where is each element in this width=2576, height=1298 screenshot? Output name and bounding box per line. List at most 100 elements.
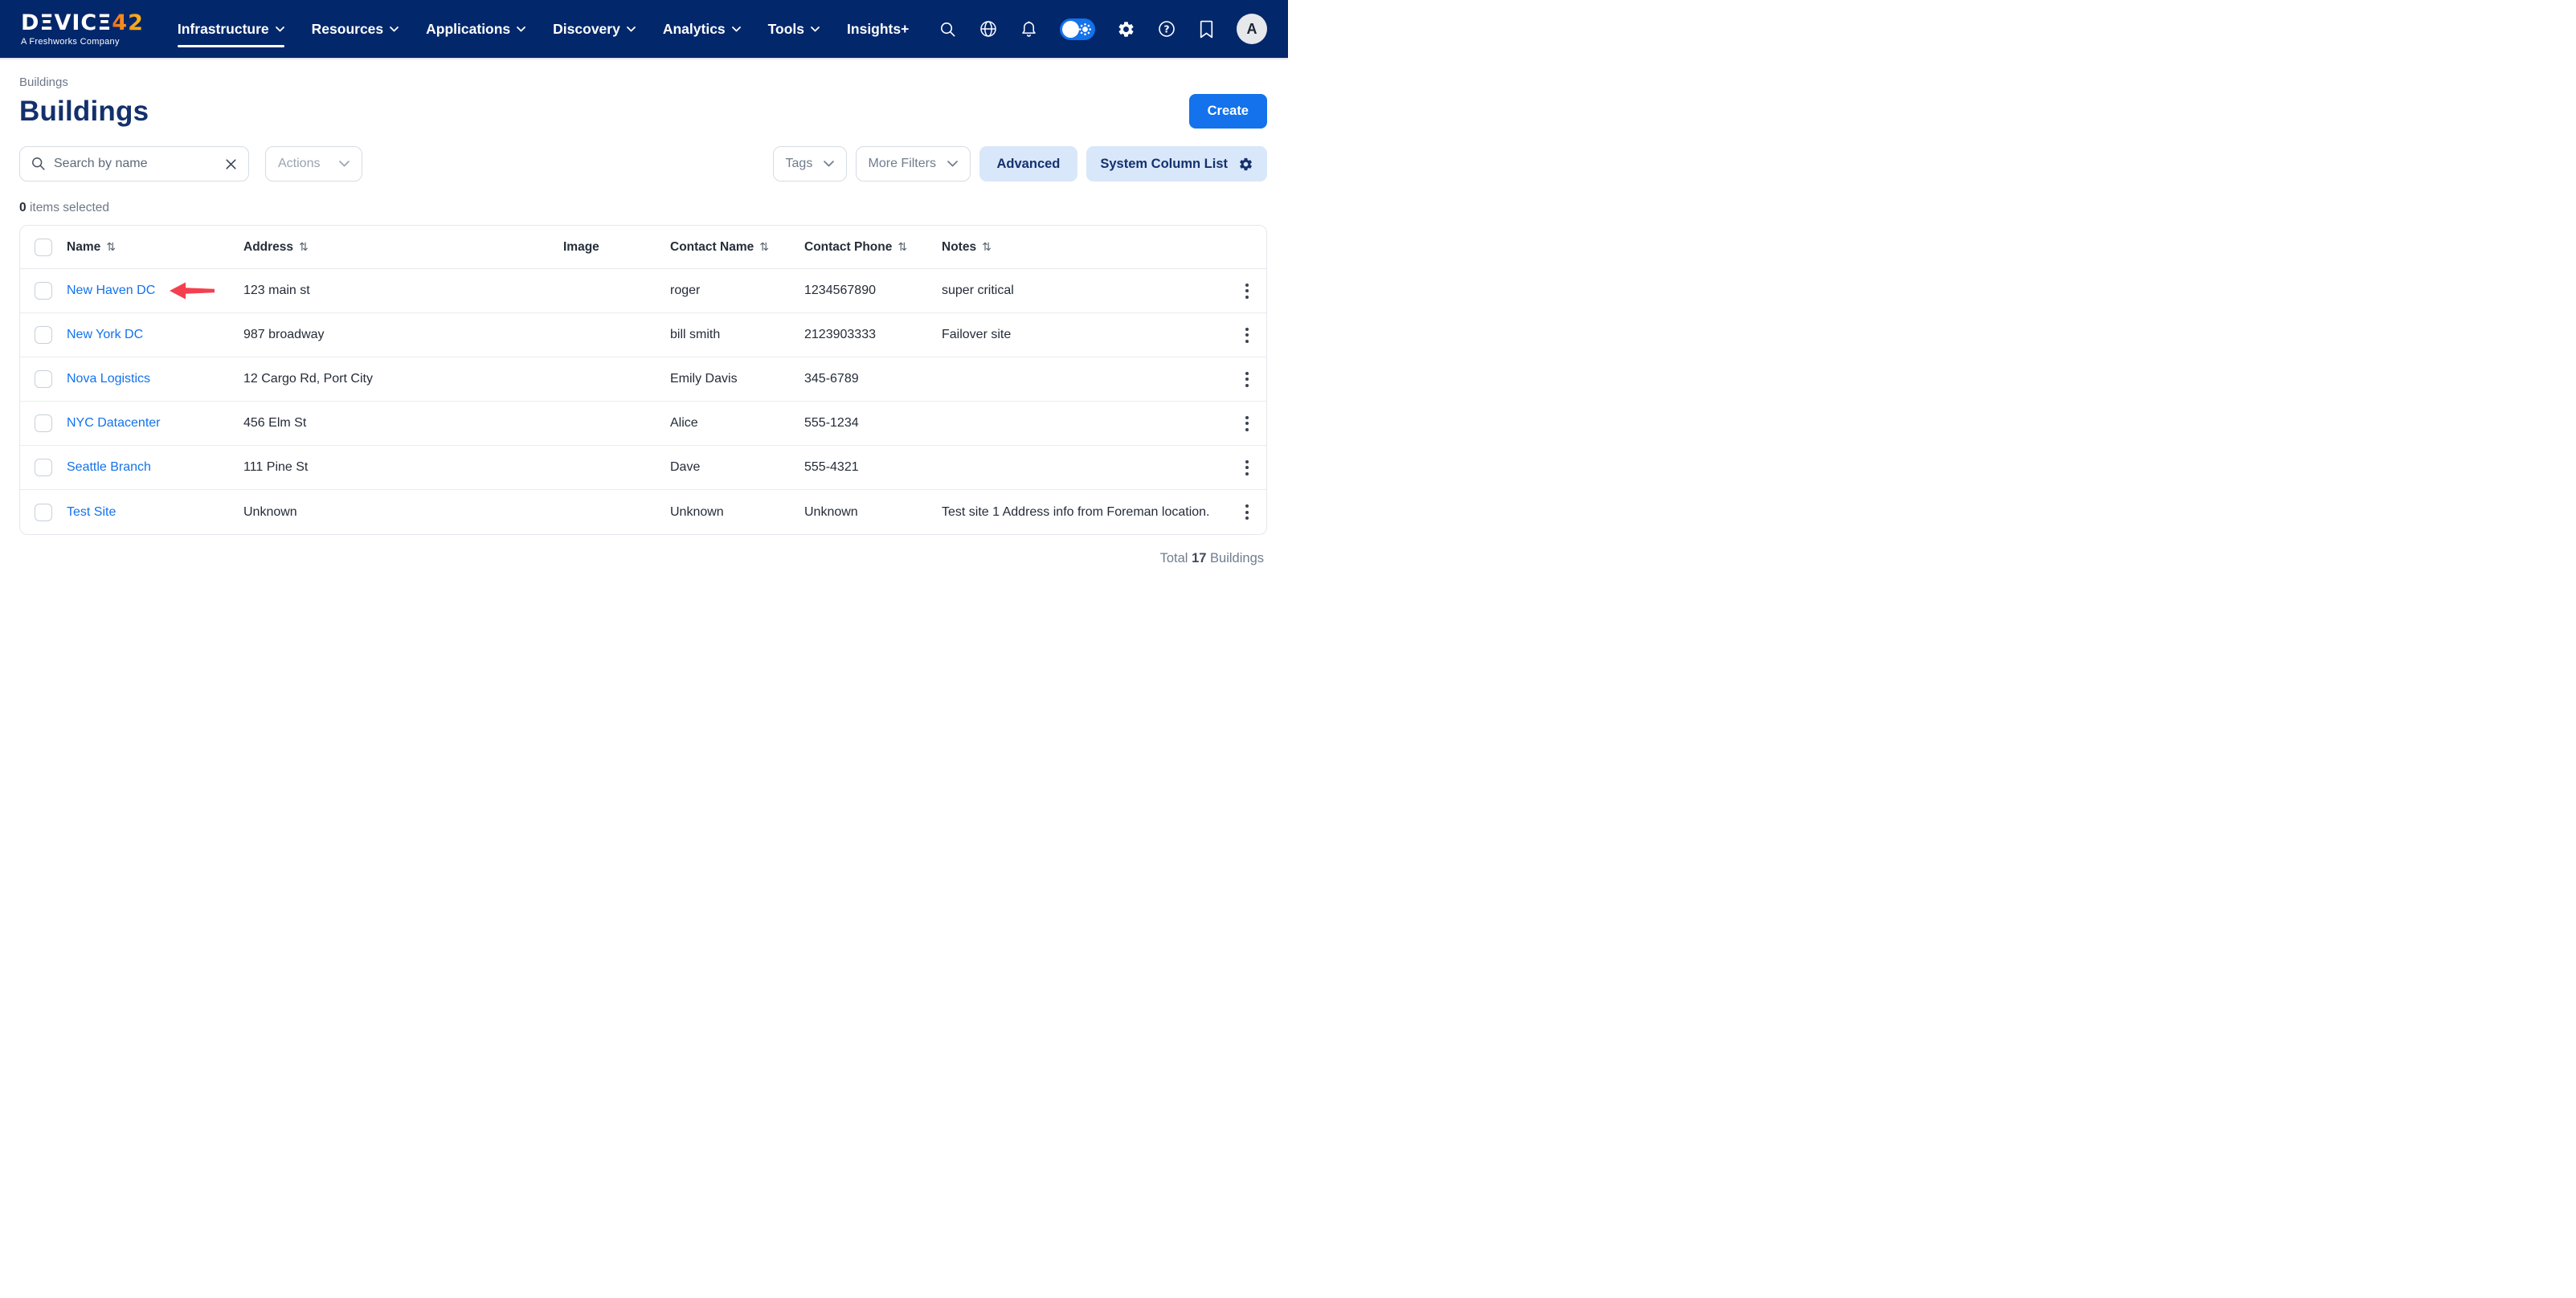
nav-item-infrastructure[interactable]: Infrastructure: [178, 0, 284, 58]
nav-item-label: Applications: [426, 21, 510, 38]
sort-icon[interactable]: ⇅: [982, 241, 992, 254]
tags-dropdown[interactable]: Tags: [773, 146, 847, 182]
row-checkbox[interactable]: [35, 326, 52, 344]
contact-name-cell: Emily Davis: [670, 372, 804, 386]
chevron-down-icon: [947, 161, 958, 167]
building-name-link[interactable]: New Haven DC: [67, 284, 155, 298]
total-label: Total: [1160, 551, 1188, 565]
building-name-link[interactable]: NYC Datacenter: [67, 416, 161, 431]
contact-phone-cell: 2123903333: [804, 328, 942, 342]
avatar[interactable]: A: [1237, 14, 1267, 44]
search-icon: [31, 157, 46, 171]
row-checkbox[interactable]: [35, 370, 52, 388]
column-label: Contact Phone: [804, 240, 892, 255]
chevron-down-icon: [824, 161, 834, 167]
theme-toggle-icon: [1060, 18, 1095, 40]
row-menu-button[interactable]: [1242, 413, 1252, 435]
page-title: Buildings: [19, 96, 149, 128]
main-content: Buildings Buildings Create Actions Tags …: [0, 76, 1288, 566]
nav-item-label: Tools: [768, 21, 804, 38]
select-all-checkbox[interactable]: [35, 239, 52, 256]
nav-item-label: Resources: [312, 21, 384, 38]
contact-phone-cell: 345-6789: [804, 372, 942, 386]
table-row: NYC Datacenter 456 Elm St Alice 555-1234: [20, 402, 1266, 446]
actions-dropdown[interactable]: Actions: [265, 146, 362, 182]
notifications-button[interactable]: [1020, 20, 1038, 39]
column-label: Name: [67, 240, 100, 255]
row-checkbox[interactable]: [35, 504, 52, 521]
nav-item-insights[interactable]: Insights+: [847, 0, 909, 58]
sort-icon[interactable]: ⇅: [898, 241, 907, 254]
settings-button[interactable]: [1117, 20, 1135, 39]
column-label: Notes: [942, 240, 976, 255]
contact-phone-cell: 555-1234: [804, 416, 942, 431]
gear-icon: [1117, 20, 1135, 39]
tags-label: Tags: [786, 157, 813, 171]
system-column-list-button[interactable]: System Column List: [1086, 146, 1267, 182]
column-header-notes[interactable]: Notes ⇅: [942, 240, 1228, 255]
sort-icon[interactable]: ⇅: [299, 241, 309, 254]
table-row: Seattle Branch 111 Pine St Dave 555-4321: [20, 446, 1266, 490]
building-name-link[interactable]: Test Site: [67, 505, 116, 520]
more-filters-label: More Filters: [869, 157, 936, 171]
brand-logo[interactable]: DΞVICΞ42 A Freshworks Company: [21, 12, 144, 47]
column-header-name[interactable]: Name ⇅: [67, 240, 243, 255]
row-checkbox[interactable]: [35, 414, 52, 432]
theme-toggle[interactable]: [1060, 18, 1095, 40]
clear-search-button[interactable]: [225, 158, 237, 170]
contact-name-cell: Dave: [670, 460, 804, 475]
sort-icon[interactable]: ⇅: [759, 241, 769, 254]
row-menu-button[interactable]: [1242, 280, 1252, 302]
row-menu-button[interactable]: [1242, 457, 1252, 479]
row-checkbox[interactable]: [35, 282, 52, 300]
top-navbar: DΞVICΞ42 A Freshworks Company Infrastruc…: [0, 0, 1288, 58]
globe-icon: [979, 19, 998, 39]
nav-item-resources[interactable]: Resources: [312, 0, 399, 58]
nav-item-analytics[interactable]: Analytics: [663, 0, 741, 58]
row-menu-button[interactable]: [1242, 324, 1252, 346]
column-header-contact-phone[interactable]: Contact Phone ⇅: [804, 240, 942, 255]
notes-cell: Failover site: [942, 328, 1228, 342]
row-menu-button[interactable]: [1242, 501, 1252, 523]
chevron-down-icon: [517, 27, 525, 32]
address-cell: 987 broadway: [243, 328, 563, 342]
selection-status: 0 items selected: [19, 201, 1267, 215]
brand-logo-accent: 42: [112, 10, 144, 35]
table-row: Nova Logistics 12 Cargo Rd, Port City Em…: [20, 357, 1266, 402]
building-name-link[interactable]: New York DC: [67, 328, 143, 342]
column-label: Contact Name: [670, 240, 754, 255]
column-header-address[interactable]: Address⇅: [243, 240, 563, 255]
breadcrumb[interactable]: Buildings: [19, 76, 1267, 89]
chevron-down-icon: [276, 27, 284, 32]
more-filters-dropdown[interactable]: More Filters: [856, 146, 971, 182]
sort-icon[interactable]: ⇅: [106, 241, 116, 254]
column-header-contact-name[interactable]: Contact Name ⇅: [670, 240, 804, 255]
contact-name-cell: roger: [670, 284, 804, 298]
search-input[interactable]: [54, 157, 217, 171]
advanced-button[interactable]: Advanced: [979, 146, 1078, 182]
nav-item-tools[interactable]: Tools: [768, 0, 820, 58]
address-cell: 12 Cargo Rd, Port City: [243, 372, 563, 386]
bell-icon: [1020, 20, 1038, 39]
breadcrumb-item[interactable]: Buildings: [19, 76, 68, 89]
column-header-image: Image: [563, 240, 670, 255]
nav-item-label: Analytics: [663, 21, 726, 38]
notes-cell: Test site 1 Address info from Foreman lo…: [942, 505, 1228, 520]
help-button[interactable]: ?: [1157, 19, 1176, 39]
nav-item-applications[interactable]: Applications: [426, 0, 525, 58]
help-icon: ?: [1157, 19, 1176, 39]
language-globe-button[interactable]: [979, 19, 998, 39]
address-cell: 456 Elm St: [243, 416, 563, 431]
divider: [0, 58, 1288, 59]
bookmark-button[interactable]: [1198, 20, 1215, 39]
brand-logo-main: DΞVICΞ: [21, 10, 112, 35]
building-name-link[interactable]: Nova Logistics: [67, 372, 150, 386]
building-name-link[interactable]: Seattle Branch: [67, 460, 151, 475]
actions-label: Actions: [278, 157, 320, 171]
row-menu-button[interactable]: [1242, 369, 1252, 390]
create-button[interactable]: Create: [1189, 94, 1267, 129]
nav-item-discovery[interactable]: Discovery: [553, 0, 636, 58]
global-search-button[interactable]: [938, 20, 957, 39]
row-checkbox[interactable]: [35, 459, 52, 476]
system-column-list-label: System Column List: [1100, 157, 1228, 172]
